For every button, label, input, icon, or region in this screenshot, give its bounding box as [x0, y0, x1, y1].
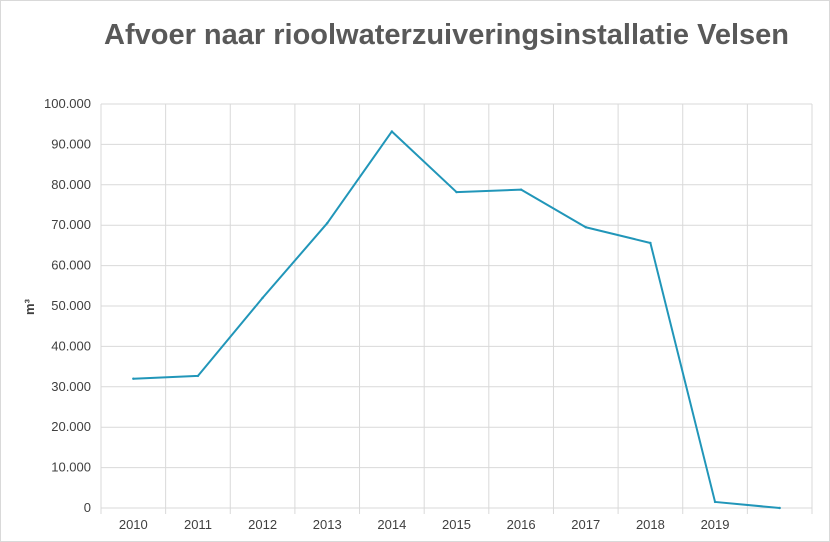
data-point	[649, 241, 652, 245]
x-tick-label: 2010	[119, 517, 148, 532]
x-tick-label: 2016	[507, 517, 536, 532]
y-tick-label: 30.000	[51, 379, 91, 394]
y-tick-label: 100.000	[44, 96, 91, 111]
data-point	[713, 500, 717, 504]
data-point	[584, 226, 587, 229]
x-tick-label: 2013	[313, 517, 342, 532]
data-point	[196, 374, 200, 378]
x-tick-label: 2014	[377, 517, 406, 532]
x-tick-label: 2015	[442, 517, 471, 532]
data-point	[455, 190, 458, 194]
y-tick-label: 60.000	[51, 258, 91, 273]
data-point	[778, 506, 781, 510]
data-point	[132, 377, 135, 380]
y-axis-tick-labels: 0 10.000 20.000 30.000 40.000 50.000 60.000 70.…	[44, 96, 91, 515]
x-tick-label: 2019	[701, 517, 730, 532]
y-tick-label: 80.000	[51, 177, 91, 192]
y-tick-label: 40.000	[51, 338, 91, 353]
x-tick-label: 2012	[248, 517, 277, 532]
data-point	[390, 130, 394, 133]
data-point	[519, 188, 523, 191]
x-tick-label: 2017	[571, 517, 600, 532]
y-tick-label: 20.000	[51, 419, 91, 434]
y-tick-label: 50.000	[51, 298, 91, 313]
x-tick-label: 2011	[184, 517, 212, 532]
series-layer	[132, 130, 781, 510]
y-tick-label: 70.000	[51, 217, 91, 232]
y-axis-label: m³	[22, 298, 37, 315]
data-point	[261, 296, 264, 300]
y-tick-label: 0	[84, 500, 91, 515]
chart-title: Afvoer naar rioolwaterzuiveringsinstalla…	[104, 19, 789, 51]
x-axis-tick-labels: 2010 2011 2012 2013 2014 2015 2016 2017 2018 2019	[119, 517, 730, 532]
y-tick-label: 90.000	[51, 136, 91, 151]
y-tick-label: 10.000	[51, 460, 91, 475]
x-tick-label: 2018	[636, 517, 665, 532]
data-point	[326, 221, 329, 225]
gridlines	[100, 103, 813, 514]
